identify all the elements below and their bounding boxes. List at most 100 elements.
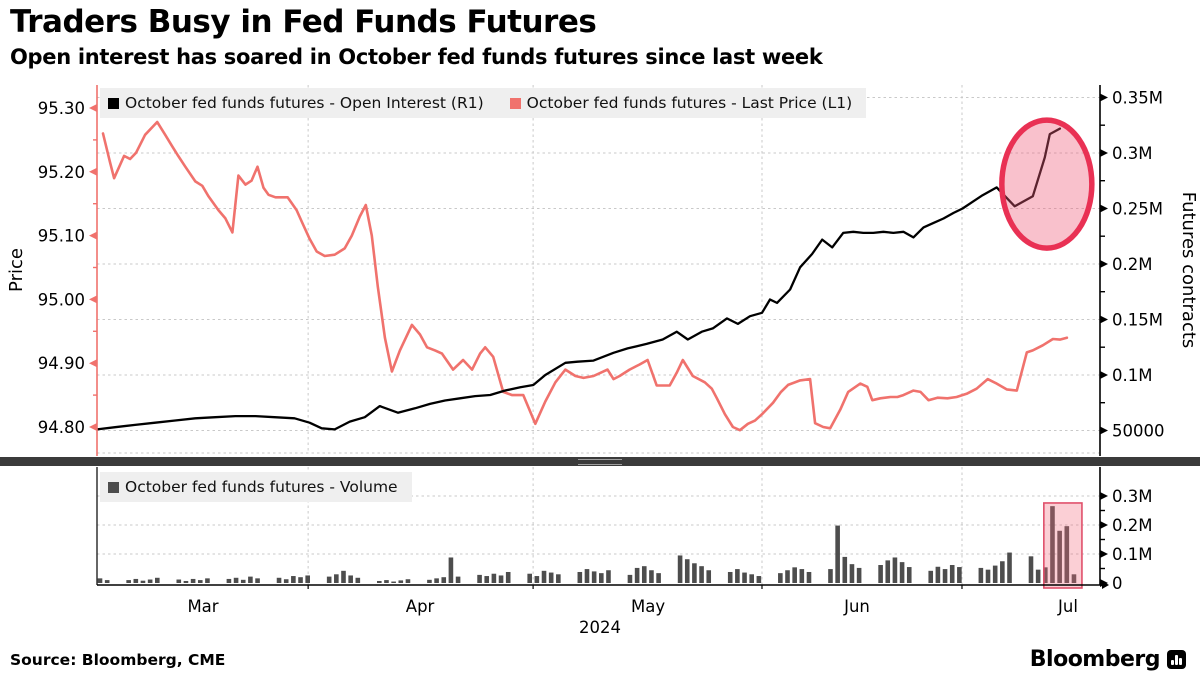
contracts-tick-icon <box>1100 149 1108 157</box>
volume-bar <box>584 569 590 583</box>
volume-bar <box>291 576 296 583</box>
volume-bar <box>326 576 332 583</box>
volume-bar <box>548 572 554 583</box>
volume-tick-label: 0 <box>1112 574 1123 593</box>
legend-item-last-price[interactable]: October fed funds futures - Last Price (… <box>509 94 852 112</box>
legend-item-open-interest[interactable]: October fed funds futures - Open Interes… <box>108 94 484 112</box>
volume-bar <box>377 580 382 583</box>
volume-bar <box>455 576 461 583</box>
volume-bar <box>935 566 941 583</box>
surge-ellipse-annotation <box>999 117 1095 251</box>
contracts-tick-icon <box>1100 315 1108 324</box>
volume-bar <box>677 555 683 583</box>
volume-bar <box>441 577 447 583</box>
volume-bar <box>985 569 991 583</box>
volume-bar <box>341 570 346 583</box>
volume-tick-icon <box>1100 579 1108 587</box>
source-credit: Source: Bloomberg, CME <box>10 651 226 669</box>
volume-bar <box>534 576 540 583</box>
volume-bar <box>97 578 103 583</box>
volume-tick-icon <box>1100 550 1108 558</box>
volume-bar <box>190 578 196 583</box>
volume-bar <box>778 573 783 583</box>
legend-item-volume[interactable]: October fed funds futures - Volume <box>108 478 398 496</box>
volume-bar <box>498 575 504 583</box>
price-axis-title: Price <box>6 248 27 292</box>
volume-bar <box>505 571 511 583</box>
volume-tick-label: 0.2M <box>1112 516 1152 535</box>
volume-bar <box>147 579 153 583</box>
price-tick-icon <box>89 359 97 368</box>
volume-tick-icon <box>1100 492 1108 500</box>
volume-bar <box>197 580 203 583</box>
month-label: Jul <box>1057 597 1078 616</box>
volume-bar <box>842 556 848 583</box>
volume-bar <box>541 570 547 583</box>
volume-bar <box>899 562 905 583</box>
volume-bar <box>942 569 948 583</box>
contracts-tick-icon <box>1100 93 1108 102</box>
contracts-tick-icon <box>1100 204 1108 213</box>
price-tick-icon <box>89 231 97 240</box>
contracts-tick-icon <box>1100 371 1108 379</box>
contracts-tick-label: 50000 <box>1112 422 1165 441</box>
price-tick-label: 95.10 <box>38 227 85 246</box>
month-label: Mar <box>187 597 218 616</box>
contracts-tick-icon <box>1100 426 1108 435</box>
volume-bar <box>1035 569 1041 583</box>
price-tick-label: 95.30 <box>38 99 85 118</box>
volume-bar <box>828 569 833 583</box>
volume-bar <box>684 559 690 583</box>
year-label: 2024 <box>579 618 621 637</box>
volume-tick-label: 0.3M <box>1112 487 1152 506</box>
contracts-axis-title: Futures contracts <box>1178 192 1199 349</box>
volume-bar <box>1050 506 1055 583</box>
volume-bar <box>577 571 583 583</box>
price-tick-icon <box>89 167 97 176</box>
price-tick-label: 95.20 <box>38 163 85 182</box>
panel-divider-handle-icon[interactable] <box>578 459 622 465</box>
volume-bar <box>692 563 697 583</box>
volume-tick-label: 0.1M <box>1112 545 1152 564</box>
volume-bar <box>434 578 439 583</box>
volume-bar <box>892 557 898 583</box>
volume-bar <box>226 578 232 583</box>
volume-bar <box>1007 552 1012 583</box>
volume-highlight-box <box>1043 502 1083 589</box>
volume-bar <box>591 571 597 583</box>
volume-bar <box>756 576 762 583</box>
open-interest-line <box>95 127 1062 431</box>
volume-bar <box>384 580 389 583</box>
volume-bar <box>885 560 891 583</box>
volume-bar <box>448 557 454 583</box>
volume-bar <box>706 570 712 583</box>
month-label: May <box>631 597 665 616</box>
volume-bar <box>735 569 740 583</box>
volume-bar <box>835 525 840 583</box>
volume-bar <box>176 579 182 583</box>
volume-bar <box>398 580 404 583</box>
volume-bar <box>183 580 189 583</box>
volume-bar <box>427 579 432 583</box>
volume-bar <box>928 570 934 583</box>
volume-bar <box>155 577 160 583</box>
volume-bar <box>878 565 883 583</box>
page-title: Traders Busy in Fed Funds Futures <box>10 4 597 40</box>
volume-swatch-icon <box>108 481 119 493</box>
volume-bar <box>248 576 253 583</box>
price-tick-icon <box>89 295 97 304</box>
volume-bar <box>656 573 661 583</box>
volume-bar <box>104 580 110 583</box>
volume-bar <box>556 574 561 583</box>
contracts-tick-label: 0.35M <box>1112 89 1163 108</box>
volume-bar <box>627 574 633 583</box>
volume-bar <box>140 580 146 583</box>
volume-bar <box>391 581 396 583</box>
legend-open-interest-label: October fed funds futures - Open Interes… <box>125 94 484 112</box>
contracts-tick-label: 0.25M <box>1112 200 1163 219</box>
volume-bar <box>1057 530 1062 583</box>
bloomberg-logo-text: Bloomberg <box>1029 647 1161 672</box>
volume-bar <box>749 574 754 583</box>
volume-bar <box>799 569 805 583</box>
